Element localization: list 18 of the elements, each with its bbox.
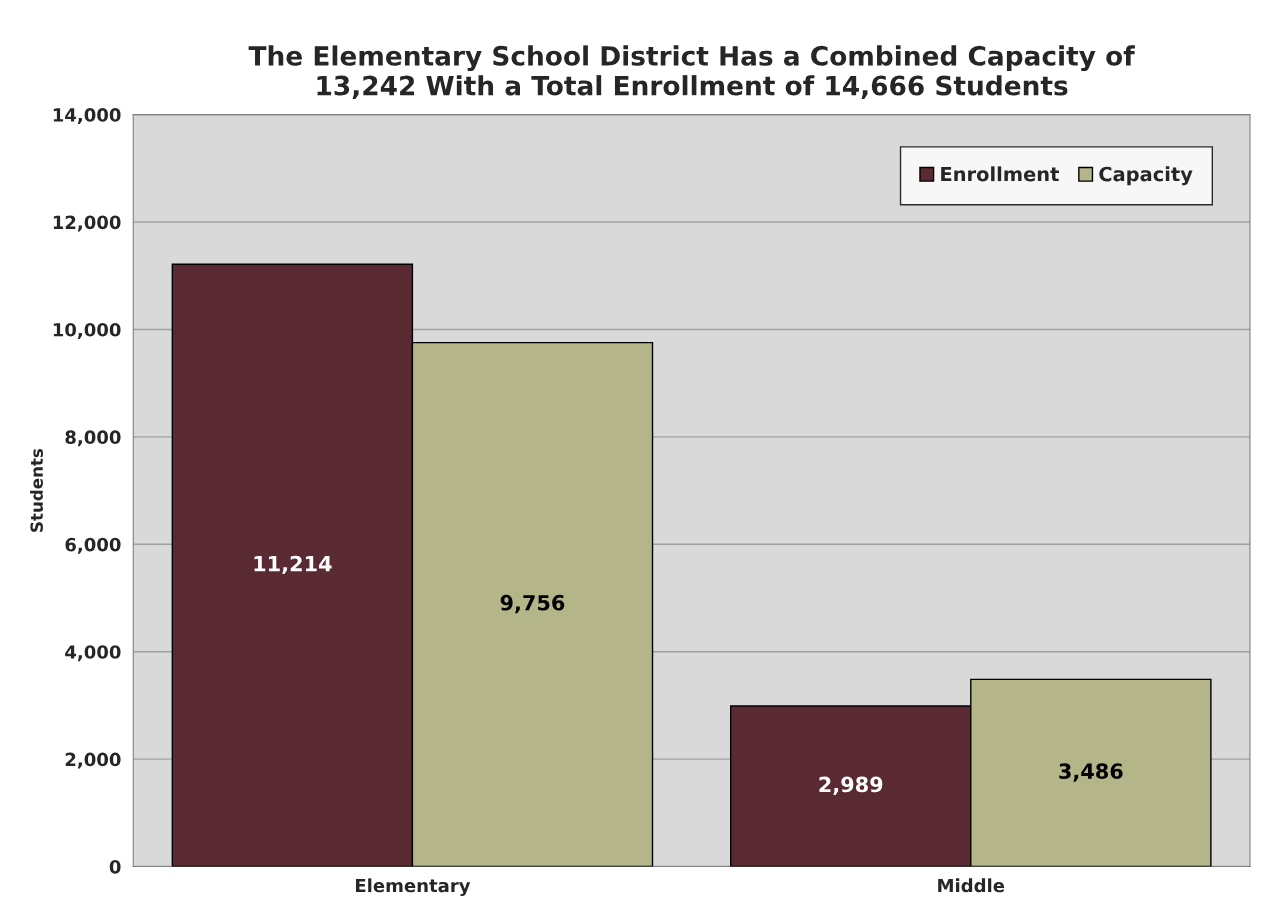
y-tick-label: 0 <box>109 860 121 874</box>
y-tick-label: 6,000 <box>65 537 121 554</box>
y-tick-label: 4,000 <box>65 645 121 662</box>
chart-title: The Elementary School District Has a Combined Capacity of 13,242 With a Total Enrollment of 14,666 Students <box>248 45 1135 99</box>
y-tick-label: 2,000 <box>65 752 121 769</box>
x-tick-label: Elementary <box>356 878 471 896</box>
y-tick-label: 10,000 <box>53 322 121 339</box>
data-label: 3,486 <box>1059 763 1123 782</box>
x-tick-label: Middle <box>938 878 1005 893</box>
data-label: 2,989 <box>819 776 883 795</box>
y-axis-title: Students <box>30 448 43 532</box>
y-tick-label: 12,000 <box>53 215 121 232</box>
legend-label: Enrollment <box>941 166 1059 182</box>
y-tick-label: 14,000 <box>53 108 121 125</box>
data-label: 9,756 <box>500 594 565 614</box>
legend-label: Capacity <box>1099 166 1193 186</box>
data-label: 11,214 <box>254 555 332 575</box>
y-tick-label: 8,000 <box>65 430 121 447</box>
